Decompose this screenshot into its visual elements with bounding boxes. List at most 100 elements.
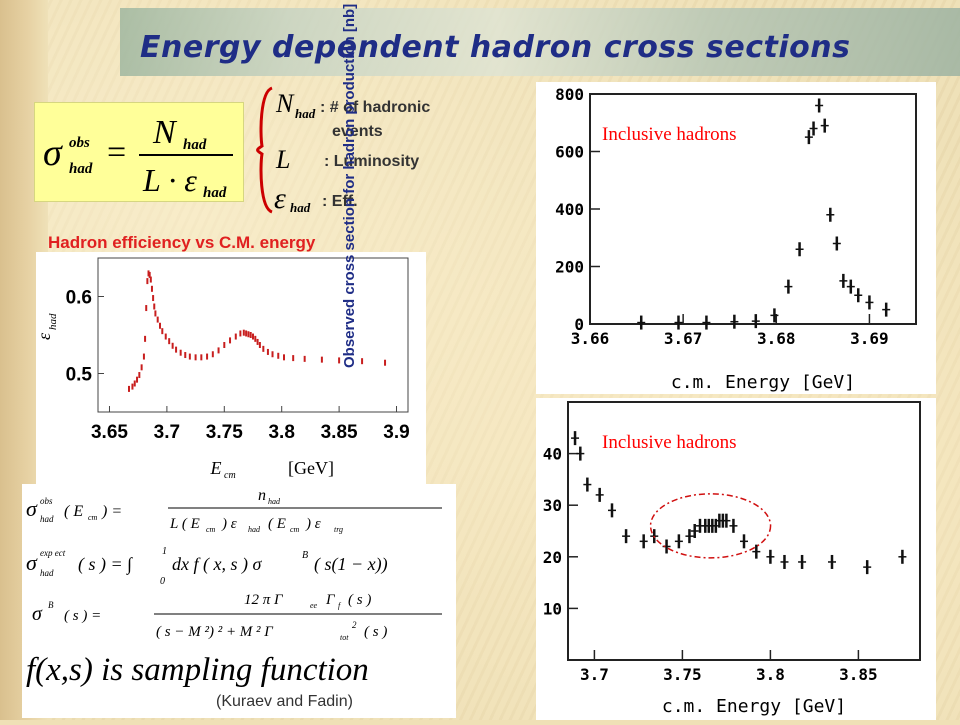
legend-symbol-l: L xyxy=(275,145,290,174)
x-tick-label: 3.66 xyxy=(571,329,610,348)
legend-text-events: events xyxy=(332,123,383,140)
highlight-ellipse xyxy=(649,493,772,559)
legend-sub-n: had xyxy=(295,106,316,121)
svg-text:f: f xyxy=(338,601,342,610)
legend-symbol-eps: ε xyxy=(274,182,286,215)
citation: (Kuraev and Fadin) xyxy=(216,693,353,710)
formula-svg: σ obs had ( E cm ) = n had L ( E cm ) ε … xyxy=(26,487,442,710)
peak-chart-panel: 3.66 3.67 3.68 3.69 0 200 400 600 800 c.m. Energy… xyxy=(536,82,936,394)
svg-text:Γ: Γ xyxy=(325,592,336,608)
cross-section-formula: σ obs had = N had L · ε had xyxy=(43,114,233,201)
svg-text:2: 2 xyxy=(352,620,357,630)
svg-text:σ: σ xyxy=(43,132,63,174)
legend-symbol-n: N xyxy=(275,89,295,118)
svg-text:( E: ( E xyxy=(64,503,83,520)
svg-text:( s(1 − x)): ( s(1 − x)) xyxy=(314,554,388,575)
y-tick-label: 10 xyxy=(543,599,562,618)
y-tick-label: 800 xyxy=(555,85,584,104)
y-tick-label: 600 xyxy=(555,143,584,162)
x-tick-label: 3.67 xyxy=(664,329,703,348)
svg-text:( s ) =: ( s ) = xyxy=(64,608,101,624)
svg-text:N: N xyxy=(152,114,178,151)
svg-text:( s − M ²) ² + M ² Γ: ( s − M ²) ² + M ² Γ xyxy=(156,624,274,640)
svg-text:=: = xyxy=(107,134,126,171)
svg-text:had: had xyxy=(248,525,261,534)
x-tick-label: 3.8 xyxy=(756,665,785,684)
svg-text:ee: ee xyxy=(310,601,318,610)
psi3770-chart-panel: 3.7 3.75 3.8 3.85 10 20 30 40 c.m. Energy [GeV] I… xyxy=(536,398,936,720)
y-tick-label: 20 xyxy=(543,548,562,567)
svg-text:n: n xyxy=(258,487,266,504)
x-axis-label-sub: cm xyxy=(224,470,236,481)
svg-text:had: had xyxy=(268,497,281,506)
svg-text:σ: σ xyxy=(26,496,38,521)
svg-text:obs: obs xyxy=(69,135,90,151)
psi2s-peak-chart: 3.66 3.67 3.68 3.69 0 200 400 600 800 c.m. Energy… xyxy=(555,85,917,393)
svg-text:cm: cm xyxy=(206,525,216,534)
efficiency-chart: 3.65 3.7 3.75 3.8 3.85 3.9 0.5 0.6 ε had E cm [GeV] xyxy=(34,257,410,481)
svg-text:had: had xyxy=(183,137,207,153)
x-axis-unit: [GeV] xyxy=(288,458,334,478)
svg-text:had: had xyxy=(69,161,93,177)
svg-text:exp ect: exp ect xyxy=(40,548,66,558)
born-cross-section-formula: σ B ( s ) = 12 π Γ ee Γ f ( s ) ( s − M … xyxy=(32,592,442,642)
svg-text:) ε: ) ε xyxy=(221,516,237,532)
shared-y-axis-label: Observed cross section for hadron produc… xyxy=(340,3,358,368)
svg-text:0: 0 xyxy=(160,576,165,587)
svg-text:obs: obs xyxy=(40,496,53,506)
svg-text:B: B xyxy=(302,550,308,561)
plot-frame xyxy=(567,401,921,661)
slide-title: Energy dependent hadron cross sections xyxy=(140,30,851,65)
plot-frame xyxy=(97,257,409,413)
expected-cross-section-formula: σ exp ect had ( s ) = ∫ 1 0 dx f ( x, s … xyxy=(26,546,388,587)
y-tick-label: 400 xyxy=(555,200,584,219)
svg-text:1: 1 xyxy=(162,546,167,557)
x-tick-label: 3.7 xyxy=(154,422,180,443)
y-axis-label-sub: had xyxy=(47,313,59,330)
svg-text:had: had xyxy=(40,568,54,578)
x-tick-label: 3.75 xyxy=(663,665,702,684)
title-banner xyxy=(120,8,960,76)
x-axis-label: E xyxy=(210,458,222,478)
efficiency-chart-title: Hadron efficiency vs C.M. energy xyxy=(48,233,316,252)
svg-text:( s ): ( s ) xyxy=(364,624,387,640)
y-axis-label: ε xyxy=(36,332,54,340)
svg-text:( s ) = ∫: ( s ) = ∫ xyxy=(78,554,133,575)
svg-text:12 π Γ: 12 π Γ xyxy=(244,592,284,608)
series-legend: Inclusive hadrons xyxy=(602,432,737,453)
svg-text:σ: σ xyxy=(32,603,43,625)
svg-text:( s ): ( s ) xyxy=(348,592,371,608)
x-tick-label: 3.69 xyxy=(850,329,889,348)
x-tick-label: 3.68 xyxy=(757,329,796,348)
legend-text-eff: : Eff. xyxy=(322,193,358,210)
svg-text:L · ε: L · ε xyxy=(142,162,197,198)
x-tick-label: 3.75 xyxy=(206,422,243,443)
x-tick-label: 3.85 xyxy=(839,665,878,684)
x-tick-label: 3.65 xyxy=(91,422,128,443)
legend-sub-eps: had xyxy=(290,200,311,215)
x-tick-label: 3.7 xyxy=(580,665,609,684)
svg-text:) =: ) = xyxy=(101,503,122,520)
x-tick-label: 3.85 xyxy=(321,422,358,443)
y-tick-label: 0.5 xyxy=(66,365,93,386)
y-tick-label: 0.6 xyxy=(66,288,92,309)
svg-text:cm: cm xyxy=(88,513,98,522)
svg-text:dx f ( x, s ) σ: dx f ( x, s ) σ xyxy=(172,554,262,575)
y-tick-label: 0 xyxy=(574,315,584,334)
series-legend: Inclusive hadrons xyxy=(602,124,737,145)
y-tick-label: 30 xyxy=(543,496,562,515)
svg-text:had: had xyxy=(203,185,227,201)
y-tick-label: 200 xyxy=(555,258,584,277)
x-tick-label: 3.9 xyxy=(383,422,409,443)
x-axis-label: c.m. Energy [GeV] xyxy=(671,372,855,393)
y-tick-label: 40 xyxy=(543,445,562,464)
svg-text:trg: trg xyxy=(334,525,343,534)
psi3770-chart: 3.7 3.75 3.8 3.85 10 20 30 40 c.m. Energy [GeV] I… xyxy=(543,401,921,717)
formula-block: σ obs had ( E cm ) = n had L ( E cm ) ε … xyxy=(22,484,456,718)
observed-cross-section-formula: σ obs had ( E cm ) = n had L ( E cm ) ε … xyxy=(26,487,442,534)
svg-text:) ε: ) ε xyxy=(305,516,321,532)
x-axis-label: c.m. Energy [GeV] xyxy=(662,696,846,717)
svg-text:σ: σ xyxy=(26,550,38,575)
svg-text:had: had xyxy=(40,514,54,524)
